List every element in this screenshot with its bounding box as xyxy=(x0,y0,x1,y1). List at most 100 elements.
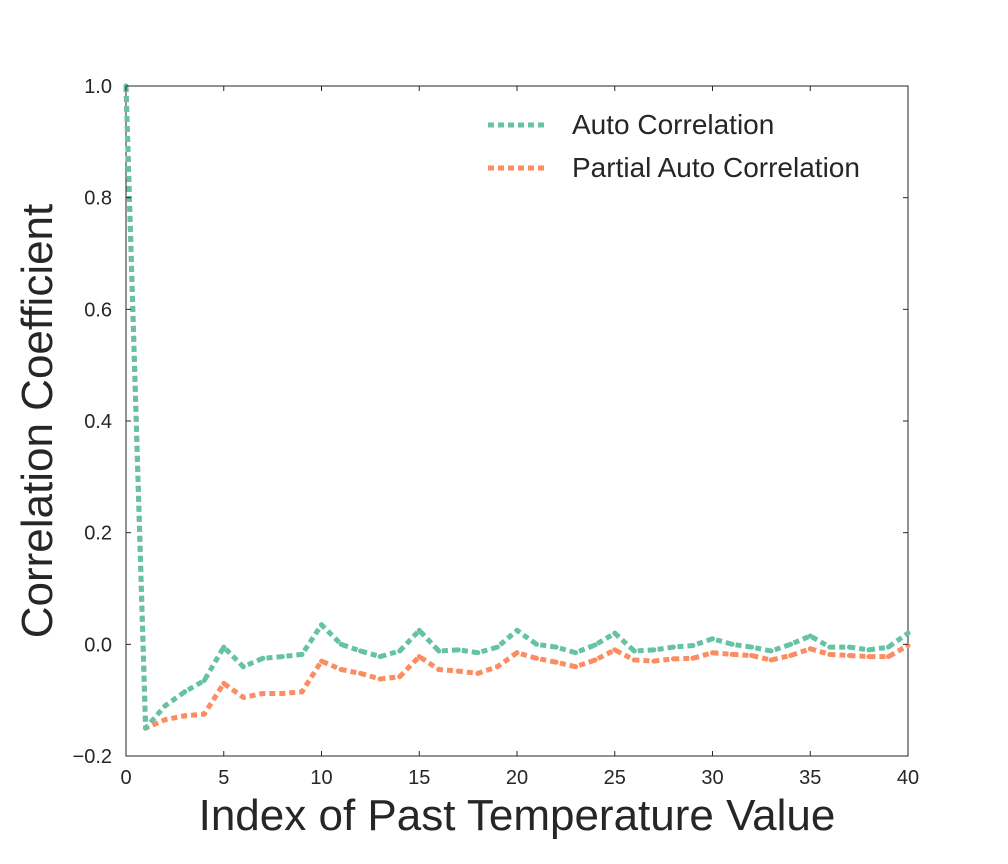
data-point xyxy=(475,650,481,656)
data-point xyxy=(455,647,461,653)
data-point xyxy=(436,667,442,672)
data-point xyxy=(690,643,696,648)
data-point xyxy=(494,664,500,670)
data-point xyxy=(201,678,207,684)
data-point xyxy=(319,622,324,628)
data-point xyxy=(807,646,813,652)
data-point xyxy=(612,630,618,636)
data-point xyxy=(534,641,539,647)
data-point xyxy=(358,670,364,676)
data-point xyxy=(710,650,715,656)
data-point xyxy=(573,664,579,670)
x-tick-label: 35 xyxy=(799,767,821,789)
legend: Auto Correlation Partial Auto Correlatio… xyxy=(488,109,860,183)
data-point xyxy=(749,644,755,650)
data-point xyxy=(729,641,735,647)
x-tick-label: 15 xyxy=(408,767,430,789)
data-point xyxy=(729,651,735,657)
data-point xyxy=(494,644,500,650)
data-point xyxy=(299,651,305,657)
data-point xyxy=(162,703,168,709)
x-axis-title: Index of Past Temperature Value xyxy=(199,791,836,840)
data-point xyxy=(573,650,579,656)
y-tick-label: 0.2 xyxy=(84,523,112,545)
data-point xyxy=(182,713,188,719)
data-point xyxy=(279,691,285,696)
data-point xyxy=(592,657,598,663)
data-point xyxy=(182,689,188,695)
data-point xyxy=(475,670,481,676)
data-point xyxy=(612,647,618,653)
y-tick-label: 0.8 xyxy=(84,188,112,210)
data-point xyxy=(221,680,227,686)
data-point xyxy=(846,653,852,658)
plot-area xyxy=(125,85,909,757)
data-point xyxy=(749,653,755,658)
data-point xyxy=(670,644,676,650)
data-point xyxy=(768,648,774,654)
data-point xyxy=(553,659,559,665)
data-point xyxy=(553,644,559,650)
data-point xyxy=(455,668,461,674)
data-point xyxy=(885,654,891,660)
series-points-auto-correlation xyxy=(123,83,911,731)
data-point xyxy=(710,636,715,642)
data-point xyxy=(905,630,911,636)
y-tick-label: −0.2 xyxy=(73,746,112,768)
data-point xyxy=(319,658,324,664)
data-point xyxy=(534,655,539,661)
data-point xyxy=(162,717,168,723)
data-point xyxy=(143,725,149,731)
data-point xyxy=(768,657,774,663)
ticks-layer: 0 5 10 15 20 25 30 35 40 −0.2 0.0 0.2 0.4 0.6 0.8 1.0 xyxy=(73,76,920,789)
data-point xyxy=(631,657,637,663)
data-point xyxy=(299,689,305,695)
legend-label-auto-correlation: Auto Correlation xyxy=(572,109,774,140)
data-point xyxy=(358,648,364,654)
data-point xyxy=(436,648,442,654)
series-layer xyxy=(123,83,911,731)
data-point xyxy=(377,654,383,660)
x-tick-label: 30 xyxy=(701,767,723,789)
y-tick-label: 1.0 xyxy=(84,76,112,98)
data-point xyxy=(416,627,422,633)
y-tick-label: 0.6 xyxy=(84,299,112,321)
data-point xyxy=(885,644,891,650)
data-point xyxy=(846,644,852,650)
data-point xyxy=(631,648,637,654)
data-point xyxy=(651,647,657,653)
data-point xyxy=(788,653,794,658)
data-point xyxy=(338,641,344,647)
data-point xyxy=(592,642,598,648)
x-tick-label: 40 xyxy=(897,767,919,789)
data-point xyxy=(279,654,285,660)
data-point xyxy=(807,633,813,639)
data-point xyxy=(240,664,246,670)
y-tick-label: 0.0 xyxy=(84,634,112,656)
data-point xyxy=(201,711,207,717)
data-point xyxy=(514,627,520,633)
data-point xyxy=(377,676,383,682)
x-tick-label: 0 xyxy=(120,767,131,789)
x-tick-label: 25 xyxy=(604,767,626,789)
legend-label-partial-auto-correlation: Partial Auto Correlation xyxy=(572,152,860,183)
data-point xyxy=(670,656,676,662)
data-point xyxy=(866,647,872,653)
data-point xyxy=(690,655,696,661)
x-tick-label: 20 xyxy=(506,767,528,789)
data-point xyxy=(651,658,657,664)
y-tick-label: 0.4 xyxy=(84,411,112,433)
data-point xyxy=(221,644,227,650)
data-point xyxy=(338,667,344,672)
data-point xyxy=(240,694,246,700)
data-point xyxy=(866,654,872,660)
y-axis-title: Correlation Coefficient xyxy=(13,204,62,639)
x-tick-label: 10 xyxy=(310,767,332,789)
data-point xyxy=(260,691,266,696)
x-tick-label: 5 xyxy=(218,767,229,789)
data-point xyxy=(416,654,422,660)
data-point xyxy=(260,655,266,661)
data-point xyxy=(397,648,403,654)
data-point xyxy=(788,641,794,647)
